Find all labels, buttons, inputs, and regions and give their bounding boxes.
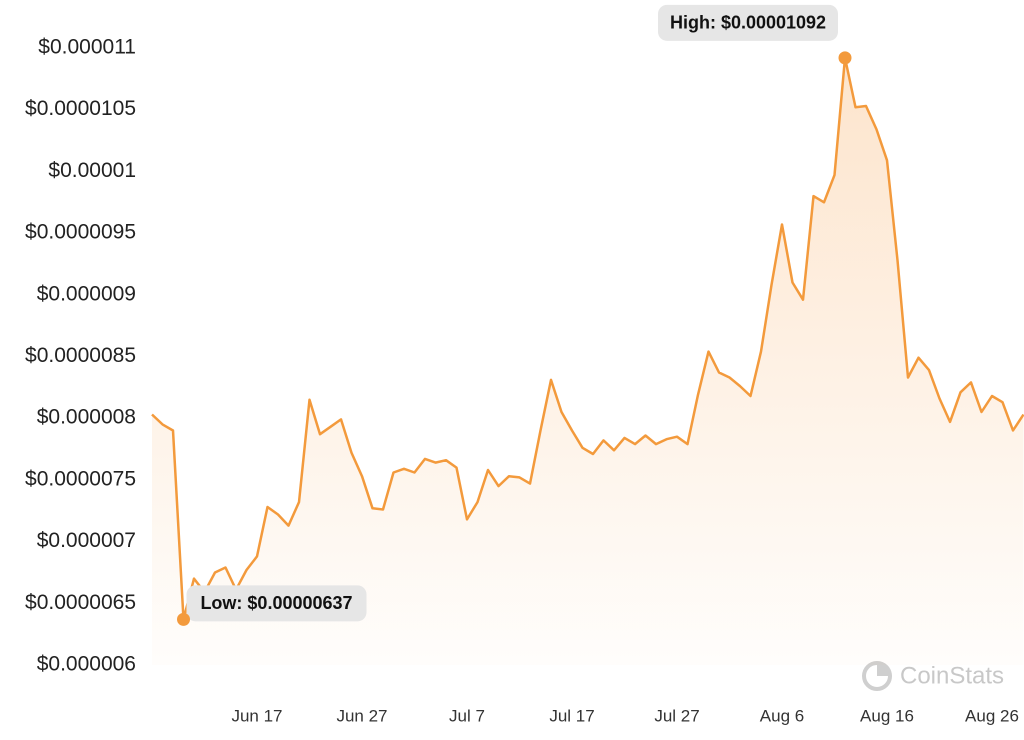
x-tick-label: Aug 6 (760, 706, 804, 725)
low-label-box (186, 585, 367, 622)
y-tick-label: $0.00001 (48, 159, 136, 182)
high-label-box (658, 4, 838, 41)
y-tick-label: $0.000008 (37, 406, 136, 429)
low-point (177, 612, 190, 626)
y-tick-label: $0.0000105 (25, 97, 136, 120)
y-tick-label: $0.0000095 (25, 221, 136, 244)
watermark-text: CoinStats (900, 662, 1004, 689)
x-tick-label: Jun 17 (231, 706, 282, 725)
x-tick-label: Jul 17 (549, 706, 594, 725)
x-tick-label: Jul 7 (449, 706, 485, 725)
y-tick-label: $0.0000075 (25, 467, 136, 490)
y-tick-label: $0.0000085 (25, 344, 136, 367)
y-tick-label: $0.0000065 (25, 591, 136, 614)
y-tick-label: $0.000009 (37, 282, 136, 305)
high-label: High: $0.00001092 (670, 13, 826, 33)
low-label: Low: $0.00000637 (200, 593, 352, 613)
area-fill (152, 57, 1024, 665)
x-tick-label: Aug 16 (860, 706, 914, 725)
high-annotation: High: $0.00001092 (658, 4, 838, 41)
y-tick-label: $0.000006 (37, 653, 136, 676)
high-point (838, 51, 852, 65)
y-tick-label: $0.000011 (38, 36, 136, 59)
x-tick-label: Aug 26 (965, 706, 1019, 725)
x-tick-label: Jul 27 (654, 706, 699, 725)
low-annotation: Low: $0.00000637 (186, 585, 367, 622)
price-line (151, 56, 1024, 621)
watermark: CoinStats (862, 661, 1004, 691)
x-tick-label: Jun 27 (336, 706, 387, 725)
watermark-icon-part (877, 663, 890, 676)
y-tick-label: $0.000007 (37, 529, 136, 552)
